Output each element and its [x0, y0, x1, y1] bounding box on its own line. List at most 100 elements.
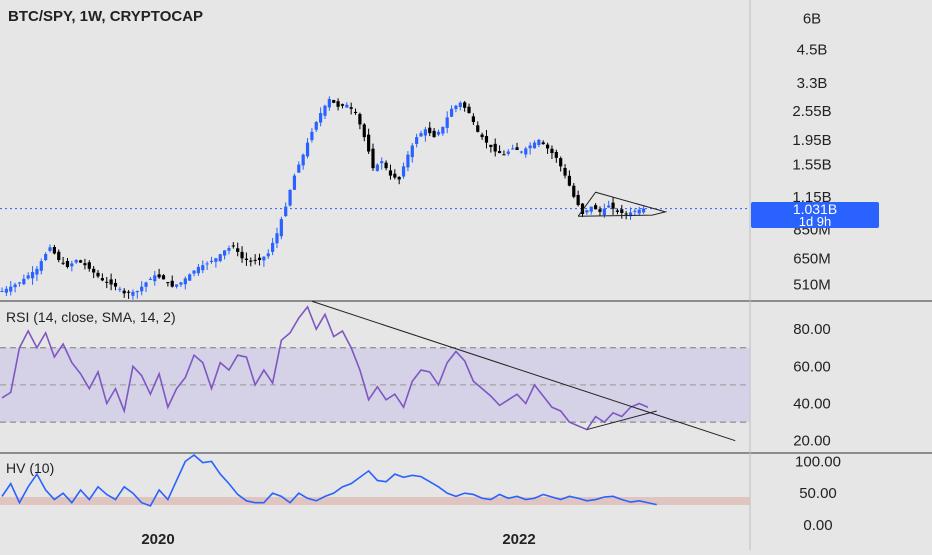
candle-body [271, 242, 275, 252]
rsi-trendline [311, 300, 736, 442]
candle-body [236, 248, 240, 252]
candle-body [78, 260, 83, 263]
candle-body [445, 117, 449, 128]
candle-body [144, 282, 148, 287]
candle-body [545, 144, 550, 149]
current-price-label: 1.031B [793, 201, 837, 217]
candle-body [624, 213, 628, 215]
hv-series-line [1, 453, 657, 507]
candle-body [559, 158, 563, 167]
candle-body [528, 145, 532, 149]
candle-body [223, 250, 227, 256]
candle-body [380, 161, 384, 164]
candle-body [87, 262, 91, 269]
candle-body [633, 210, 637, 212]
candle-body [57, 251, 61, 261]
candle-body [314, 122, 318, 130]
candle-body [615, 210, 620, 212]
candle-body [484, 136, 489, 143]
candle-body [157, 274, 161, 278]
candle-body [118, 288, 122, 290]
candle-body [13, 284, 17, 288]
triangle-pattern [577, 191, 668, 217]
candle-body [467, 106, 471, 114]
candles-group [0, 96, 646, 300]
candle-body [244, 258, 249, 261]
candle-body [188, 274, 192, 281]
candle-body [113, 282, 118, 287]
candle-body [249, 260, 253, 262]
candle-body [441, 126, 445, 134]
candle-body [205, 263, 209, 265]
candle-body [65, 260, 70, 267]
countdown-label: 1d 9h [799, 214, 832, 229]
candle-body [537, 139, 541, 145]
candle-body [345, 104, 349, 108]
candle-body [279, 219, 283, 237]
candle-body [524, 148, 528, 155]
candle-body [572, 185, 576, 197]
candle-body [367, 134, 371, 152]
candle-body [100, 278, 104, 281]
candle-body [218, 254, 222, 262]
candle-body [598, 209, 602, 212]
candle-body [319, 113, 323, 123]
current-price-badge [751, 202, 879, 228]
rsi-axis-tick-label: 60.00 [793, 358, 831, 375]
candle-body [284, 206, 288, 216]
candle-body [83, 263, 87, 266]
candle-body [30, 272, 35, 279]
candle-body [432, 130, 436, 138]
candle-body [463, 102, 467, 108]
candle-body [22, 278, 26, 285]
candle-body [240, 251, 244, 259]
candle-body [628, 212, 633, 217]
candle-body [140, 286, 144, 292]
candle-body [449, 108, 454, 117]
candle-body [148, 278, 152, 280]
candle-body [493, 143, 497, 152]
candle-body [620, 209, 624, 213]
rsi-group [1, 300, 736, 442]
candle-body [458, 102, 462, 108]
candle-body [92, 268, 96, 273]
candle-body [515, 147, 519, 150]
candle-body [52, 247, 56, 254]
candle-body [436, 131, 441, 135]
candle-body [0, 291, 4, 293]
candle-body [122, 290, 126, 294]
candle-body [109, 279, 113, 285]
chart-title: BTC/SPY, 1W, CRYPTOCAP [8, 8, 203, 25]
price-axis-tick-label: 510M [793, 277, 831, 294]
candle-body [415, 137, 419, 144]
candle-body [161, 275, 166, 280]
candle-body [135, 291, 139, 293]
candle-body [393, 173, 397, 178]
candle-body [297, 164, 301, 173]
candle-body [607, 205, 611, 208]
candle-body [567, 175, 572, 186]
price-axis-tick-label: 1.15B [792, 189, 831, 206]
candle-body [310, 131, 314, 141]
candle-body [292, 175, 297, 190]
candle-body [375, 164, 379, 171]
time-axis-tick-label: 2020 [141, 531, 174, 548]
candle-body [353, 111, 358, 114]
candle-body [336, 101, 340, 107]
candle-body [541, 142, 545, 145]
candle-body [554, 151, 558, 158]
price-axis-tick-label: 6B [803, 11, 821, 28]
candle-body [305, 142, 310, 157]
candle-body [388, 170, 393, 176]
candle-body [257, 257, 262, 261]
candle-body [502, 154, 506, 156]
hv-label: HV (10) [6, 460, 54, 476]
candle-body [397, 176, 401, 180]
candle-body [253, 259, 257, 261]
candle-body [192, 270, 196, 274]
axis-labels-group: 6B4.5B3.3B2.55B1.95B1.55B1.15B850M650M51… [141, 11, 841, 548]
candle-body [153, 275, 157, 282]
candle-body [61, 262, 65, 264]
candle-body [489, 144, 493, 147]
